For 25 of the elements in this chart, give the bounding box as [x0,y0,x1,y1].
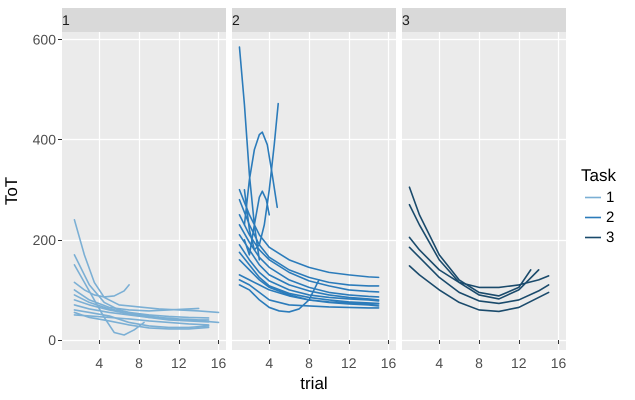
x-tick-label: 4 [435,355,444,371]
x-tick-label: 8 [135,355,144,371]
x-tick-label: 8 [475,355,484,371]
y-tick-label: 600 [32,32,56,48]
x-tick-label: 16 [380,355,397,371]
chart-title: 1 [62,12,70,28]
x-tick-label: 12 [171,355,187,371]
legend-label: 1 [606,189,614,206]
x-tick-label: 12 [341,355,357,371]
y-tick-label: 200 [32,232,56,248]
chart-title: 2 [232,12,240,28]
legend-title: Task [581,166,616,185]
legend-label: 3 [606,229,614,246]
x-axis-title: trial [300,374,328,393]
chart-title: 3 [402,12,410,28]
x-tick-label: 4 [265,355,274,371]
y-tick-label: 0 [48,332,56,348]
x-tick-label: 12 [511,355,527,371]
x-tick-label: 8 [305,355,314,371]
x-tick-label: 4 [95,355,104,371]
x-tick-label: 16 [210,355,227,371]
legend-label: 2 [606,209,614,226]
y-axis-title: ToT [2,176,21,206]
y-tick-label: 400 [32,132,56,148]
x-tick-label: 16 [550,355,567,371]
